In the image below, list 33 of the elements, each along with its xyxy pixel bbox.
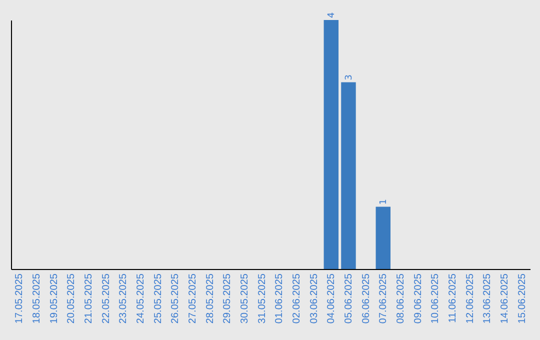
x-tick-label: 22.05.2025 bbox=[100, 273, 112, 324]
data-label: 3 bbox=[344, 74, 354, 80]
x-tick-label: 20.05.2025 bbox=[66, 273, 78, 324]
x-tick-label: 21.05.2025 bbox=[84, 273, 95, 324]
x-tick-label: 02.06.2025 bbox=[291, 273, 302, 324]
x-tick-label: 09.06.2025 bbox=[412, 273, 424, 324]
x-tick-label: 25.05.2025 bbox=[152, 273, 164, 324]
x-tick-label: 17.05.2025 bbox=[14, 273, 26, 324]
x-tick-label: 15.06.2025 bbox=[516, 273, 528, 324]
x-tick-label: 08.06.2025 bbox=[395, 273, 406, 324]
data-label: 1 bbox=[379, 199, 390, 205]
x-tick-label: 04.06.2025 bbox=[326, 273, 338, 324]
x-tick-label: 12.06.2025 bbox=[464, 273, 476, 324]
x-tick-label: 13.06.2025 bbox=[482, 273, 494, 324]
x-tick-label: 03.06.2025 bbox=[308, 273, 320, 324]
x-tick-label: 27.05.2025 bbox=[188, 273, 199, 324]
x-tick-label: 11.06.2025 bbox=[447, 273, 458, 323]
x-tick-label: 14.06.2025 bbox=[499, 273, 510, 324]
data-label: 4 bbox=[327, 12, 338, 18]
x-tick-label: 30.05.2025 bbox=[240, 273, 251, 324]
x-tick-label: 28.05.2025 bbox=[204, 273, 216, 324]
x-tick-label: 06.06.2025 bbox=[360, 273, 372, 324]
x-tick-label: 29.05.2025 bbox=[222, 273, 234, 324]
x-tick-label: 19.05.2025 bbox=[48, 273, 60, 324]
x-tick-label: 07.06.2025 bbox=[378, 273, 390, 324]
x-tick-label: 24.05.2025 bbox=[136, 273, 147, 324]
x-tick-label: 31.05.2025 bbox=[256, 273, 268, 324]
x-tick-label: 01.06.2025 bbox=[274, 273, 286, 324]
x-tick-label: 18.05.2025 bbox=[32, 273, 43, 324]
x-tick-label: 10.06.2025 bbox=[430, 273, 442, 324]
x-tick-label: 23.05.2025 bbox=[118, 273, 130, 324]
x-tick-label: 26.05.2025 bbox=[170, 273, 182, 324]
x-tick-label: 05.06.2025 bbox=[343, 273, 354, 324]
